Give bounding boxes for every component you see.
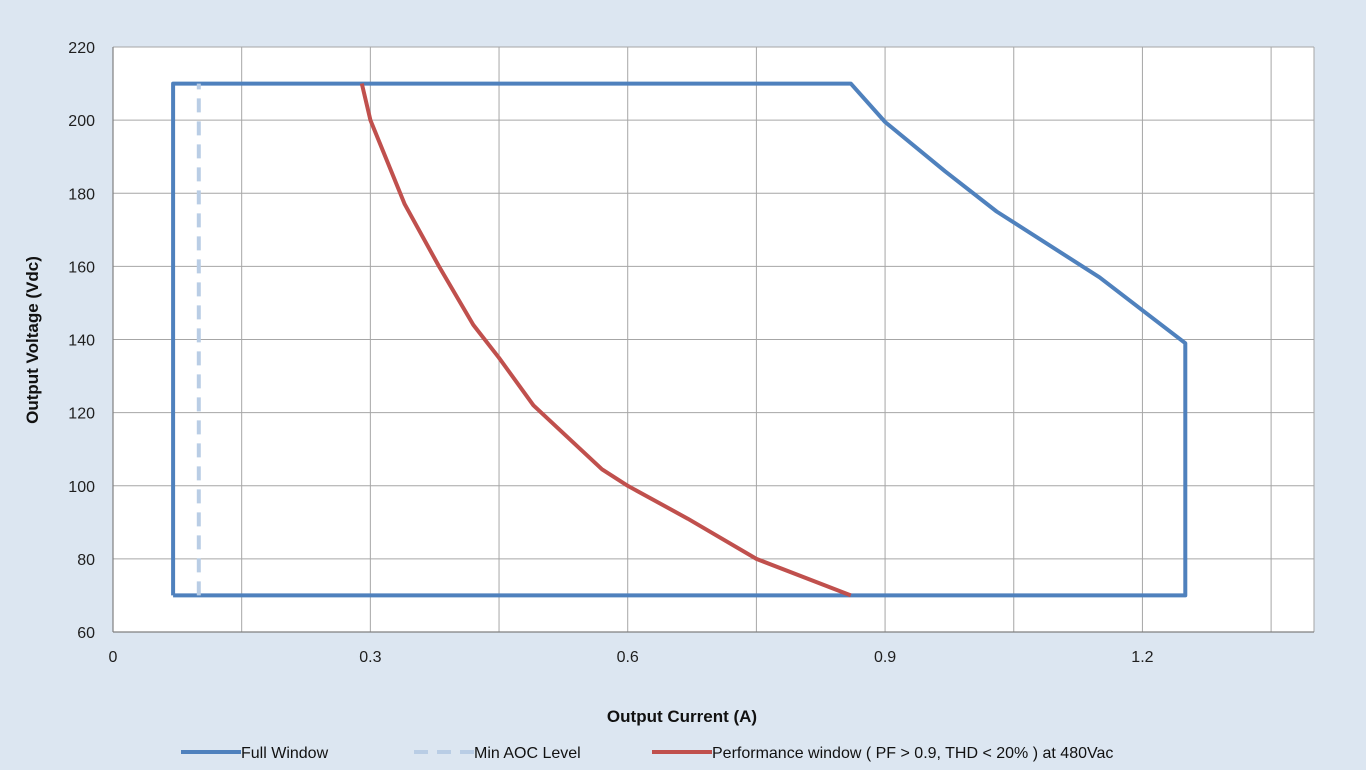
x-axis-title: Output Current (A) xyxy=(607,707,757,726)
y-tick-label: 60 xyxy=(77,625,95,642)
series-lines xyxy=(171,81,1188,598)
y-tick-label: 120 xyxy=(68,406,95,423)
y-axis-ticks: 60 80 100 120 140 160 180 200 220 xyxy=(68,40,95,642)
legend-item-min-aoc-level-label: Min AOC Level xyxy=(474,745,581,762)
legend: Full Window Min AOC Level Performance wind… xyxy=(181,745,1113,762)
y-tick-label: 180 xyxy=(68,186,95,203)
series-line-performance-window xyxy=(359,83,852,598)
y-tick-label: 160 xyxy=(68,259,95,276)
x-tick-label: 0 xyxy=(109,649,118,666)
y-axis-title: Output Voltage (Vdc) xyxy=(23,256,42,424)
y-tick-label: 220 xyxy=(68,40,95,57)
x-tick-label: 0.3 xyxy=(359,649,381,666)
x-tick-label: 0.6 xyxy=(617,649,639,666)
series-line-full-window xyxy=(171,81,1188,598)
legend-item-performance-window-label: Performance window ( PF > 0.9, THD < 20%… xyxy=(712,745,1113,762)
gridlines xyxy=(112,46,1315,633)
y-tick-label: 140 xyxy=(68,333,95,350)
x-axis-ticks: 0 0.3 0.6 0.9 1.2 xyxy=(109,649,1154,666)
legend-item-full-window-label: Full Window xyxy=(241,745,329,762)
x-tick-label: 1.2 xyxy=(1131,649,1153,666)
x-tick-label: 0.9 xyxy=(874,649,896,666)
y-tick-label: 200 xyxy=(68,113,95,130)
y-tick-label: 100 xyxy=(68,479,95,496)
y-tick-label: 80 xyxy=(77,552,95,569)
